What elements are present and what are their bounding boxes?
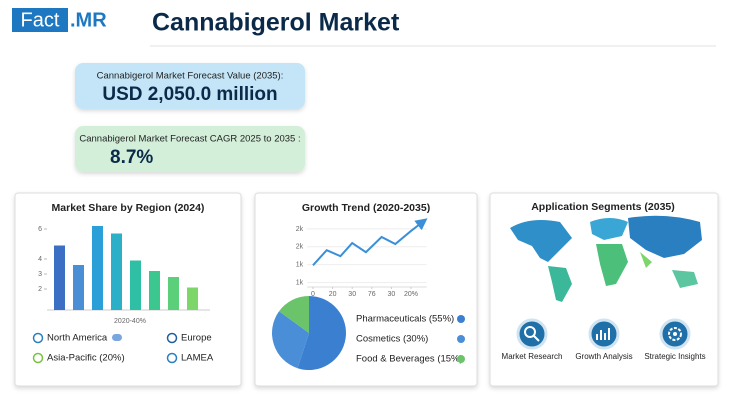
kpi-label: Cannabigerol Market Forecast CAGR 2025 t… [79, 134, 300, 145]
x-tick-label: 76 [368, 291, 376, 298]
x-tick-label: 20% [404, 291, 418, 298]
x-axis-label: 2020-40% [114, 318, 146, 325]
legend-label: North America [47, 333, 108, 344]
bar [92, 226, 103, 310]
x-tick-label: 30 [388, 291, 396, 298]
pie-slice [272, 311, 309, 369]
logo-right: .MR [70, 9, 107, 31]
y-tick-label: 2 [38, 286, 42, 293]
card-title: Market Share by Region (2024) [52, 202, 205, 214]
kpi-value: USD 2,050.0 million [102, 84, 277, 105]
legend-icon [166, 332, 178, 344]
pie-slice [297, 296, 346, 370]
trend-line [312, 218, 428, 266]
y-tick-label: 6 [38, 226, 42, 233]
bar [73, 265, 84, 310]
pie-label: Food & Beverages (15%) [356, 354, 463, 365]
x-tick-label: 30 [348, 291, 356, 298]
x-tick-label: 20 [329, 291, 337, 298]
bar [111, 233, 122, 310]
segment-label: Growth Analysis [575, 352, 632, 361]
pie-label: Pharmaceuticals (55%) [356, 314, 454, 325]
card-title: Growth Trend (2020-2035) [302, 202, 430, 214]
legend-icon [457, 355, 465, 363]
legend-pill [112, 334, 122, 341]
legend-icon [32, 332, 44, 344]
bar [149, 271, 160, 310]
card-title: Application Segments (2035) [531, 201, 675, 213]
legend-label: Asia-Pacific (20%) [47, 353, 125, 364]
bar [54, 245, 65, 310]
legend-icon [166, 352, 178, 364]
bar [168, 277, 179, 310]
logo-box [12, 8, 68, 32]
world-map [510, 215, 702, 302]
pie-slice [279, 296, 309, 333]
segment-label: Strategic Insights [644, 352, 705, 361]
kpi-value: 8.7% [110, 147, 153, 168]
kpi-label: Cannabigerol Market Forecast Value (2035… [97, 71, 284, 82]
page-title: Cannabigerol Market [152, 9, 400, 37]
y-tick-label: 1k [296, 262, 304, 269]
pie-label: Cosmetics (30%) [356, 334, 428, 345]
y-tick-label: 2k [296, 226, 304, 233]
kpi-box [75, 126, 305, 172]
y-tick-label: 1k [296, 279, 304, 286]
segment-icons [516, 318, 691, 350]
legend-label: Europe [181, 333, 212, 344]
bar [187, 287, 198, 310]
y-tick-label: 4 [38, 256, 42, 263]
segment-label: Market Research [502, 352, 563, 361]
y-tick-label: 3 [38, 271, 42, 278]
legend-label: LAMEA [181, 353, 214, 364]
bar [130, 260, 141, 310]
x-tick-label: 0 [311, 291, 315, 298]
legend-icon [457, 335, 465, 343]
card [14, 192, 242, 387]
legend-icon [32, 352, 44, 364]
logo-left: Fact [21, 9, 60, 31]
legend-icon [457, 315, 465, 323]
y-tick-label: 2k [296, 244, 304, 251]
kpi-box [75, 63, 305, 109]
